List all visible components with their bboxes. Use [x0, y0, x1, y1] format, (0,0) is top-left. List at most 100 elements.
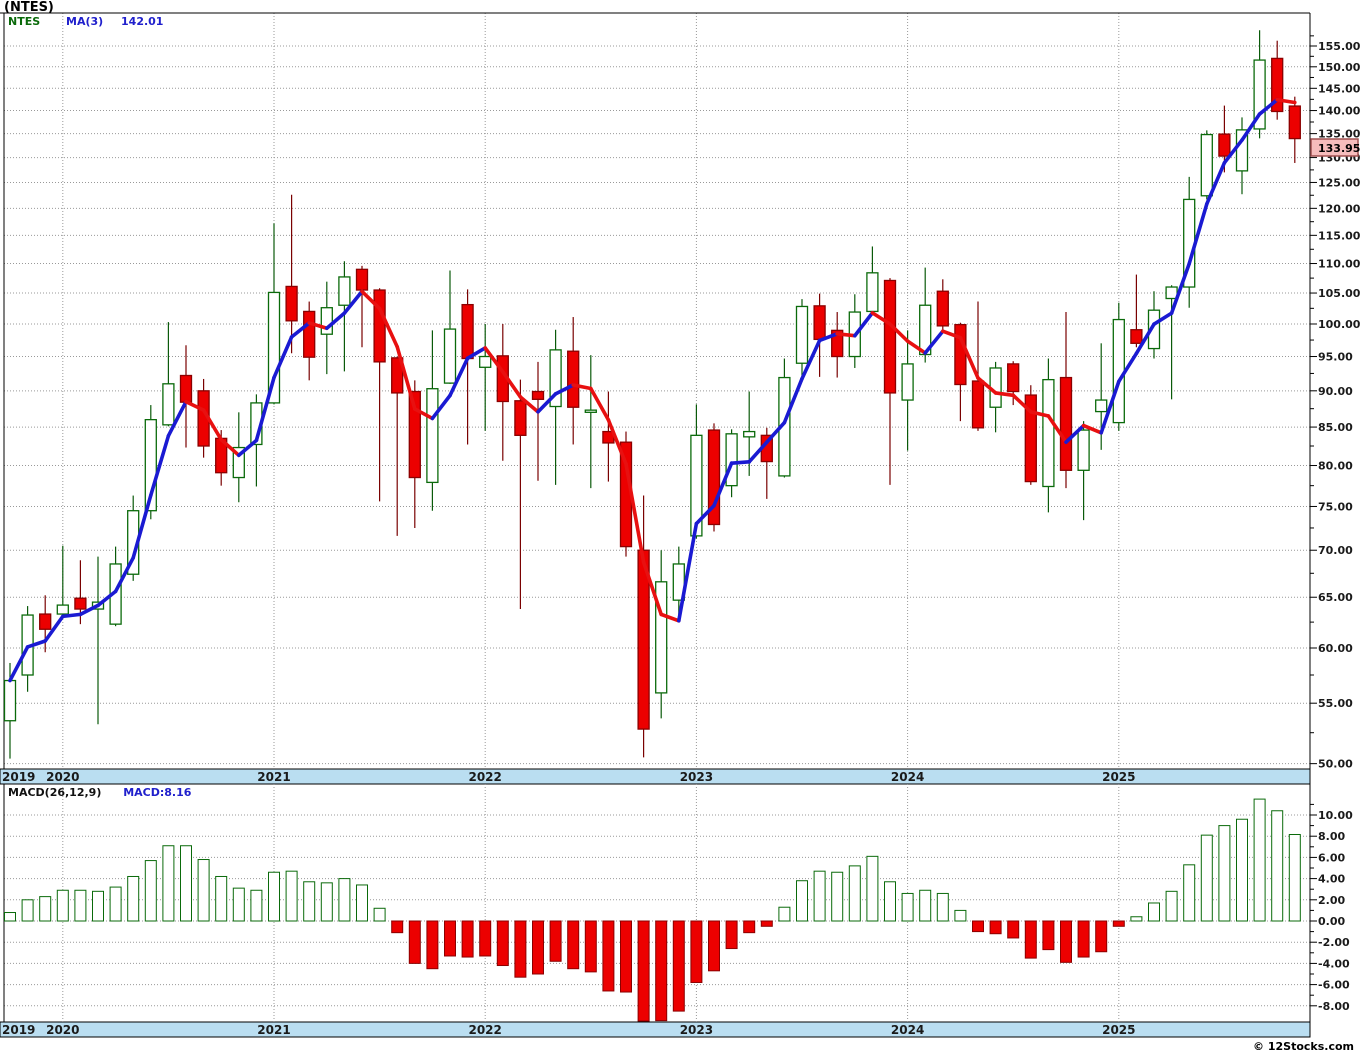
ticker-symbol-label: NTES [8, 15, 41, 28]
last-price-label: 133.95 [1318, 142, 1360, 155]
price-chart-legend: NTES MA(3) 142.01 [8, 15, 163, 28]
ma3-line-segment [377, 306, 400, 349]
macd-bar [514, 920, 527, 978]
macd-bar [954, 909, 967, 922]
ma3-line-segment [1257, 97, 1279, 116]
candle-body [3, 679, 17, 722]
ma-indicator-value: 142.01 [121, 15, 164, 28]
ma3-line-segment [553, 383, 576, 396]
ma3-line-segment [1029, 410, 1051, 418]
ma3-line-segment [324, 311, 347, 331]
macd-bar [127, 875, 140, 922]
price-tick-label: 90.00 [1318, 385, 1353, 398]
candle-body [866, 272, 879, 313]
price-tick-label: 85.00 [1318, 421, 1353, 434]
year-label: 2021 [257, 1023, 290, 1037]
candle-body [1271, 57, 1284, 113]
macd-tick-label: 8.00 [1318, 830, 1345, 843]
price-tick-label: 115.00 [1318, 229, 1360, 242]
year-label: 2024 [891, 1023, 924, 1037]
macd-bar [1024, 920, 1037, 959]
macd-bar [320, 882, 333, 922]
macd-tick-label: 6.00 [1318, 851, 1345, 864]
ma3-line-segment [113, 556, 135, 594]
macd-bar [1060, 920, 1072, 963]
ma3-line-segment [536, 392, 558, 414]
price-tick-label: 105.00 [1318, 287, 1360, 300]
macd-bar [444, 920, 456, 957]
candle-body [831, 329, 844, 358]
candle-body [567, 350, 580, 408]
macd-bar [989, 920, 1002, 935]
ma3-line-segment [96, 589, 118, 608]
macd-tick-label: 4.00 [1318, 873, 1345, 886]
ma3-line-segment [571, 383, 593, 391]
macd-bar [637, 920, 650, 1022]
candle-body [1007, 363, 1020, 393]
ma3-line-segment [641, 560, 664, 617]
candle-body [813, 305, 826, 341]
candle-body [267, 291, 281, 404]
year-label: 2024 [891, 770, 924, 784]
ma3-line-segment [888, 322, 910, 343]
ma3-line-segment [395, 345, 417, 411]
macd-bar [56, 889, 69, 922]
price-tick-label: 140.00 [1318, 105, 1360, 118]
macd-bar [1200, 834, 1213, 922]
candle-body [1218, 133, 1231, 157]
macd-bar [162, 845, 175, 922]
year-label: 2022 [468, 770, 501, 784]
macd-bar [1112, 920, 1125, 927]
candle-body [426, 388, 439, 484]
year-label: 2021 [257, 770, 290, 784]
macd-bar [1253, 798, 1266, 922]
candle-body [743, 430, 756, 438]
candle-body [56, 604, 69, 615]
candle-body [1095, 399, 1108, 413]
ma3-line-segment [360, 289, 382, 311]
candle-body [1130, 329, 1143, 344]
macd-tick-label: 2.00 [1318, 894, 1345, 907]
price-tick-label: 135.00 [1318, 128, 1360, 141]
candle-body [479, 355, 492, 368]
last-price-highlight [1310, 138, 1359, 157]
ma3-line-segment [958, 335, 980, 380]
ma3-line-segment [588, 386, 611, 422]
ma3-line-segment [289, 321, 312, 339]
price-tick-label: 145.00 [1318, 82, 1360, 95]
ma3-line-segment [1117, 351, 1139, 384]
macd-bar [1042, 920, 1055, 951]
candle-body [1200, 133, 1213, 197]
ma3-line-segment [1152, 311, 1174, 326]
candle-body [303, 310, 316, 358]
ma3-line-segment [800, 338, 822, 381]
candle-body [232, 446, 245, 479]
year-label: 2025 [1102, 770, 1135, 784]
macd-bar [1007, 920, 1020, 939]
ma3-line-segment [694, 503, 716, 526]
candle-body [1253, 59, 1266, 130]
macd-bar [180, 845, 192, 922]
candle-body [408, 390, 421, 479]
copyright-watermark: © 12Stocks.com [1253, 1040, 1354, 1053]
year-label: 2022 [468, 1023, 501, 1037]
candle-body [1235, 129, 1249, 172]
macd-bar [884, 881, 896, 922]
candle-body [971, 380, 985, 429]
macd-bar [109, 886, 122, 922]
macd-tick-label: -8.00 [1318, 1000, 1350, 1013]
macd-bar [532, 920, 544, 975]
macd-bar [760, 920, 773, 927]
candle-body [285, 285, 298, 322]
macd-bar [268, 871, 280, 922]
candle-body [162, 383, 175, 426]
candle-body [690, 434, 703, 537]
candle-body [637, 549, 650, 730]
price-tick-label: 65.00 [1318, 591, 1353, 604]
ma3-line-segment [412, 407, 435, 421]
price-tick-label: 80.00 [1318, 460, 1353, 473]
ma3-line-segment [606, 418, 628, 466]
ma3-line-segment [1222, 138, 1244, 165]
ma3-line-segment [1169, 261, 1191, 315]
